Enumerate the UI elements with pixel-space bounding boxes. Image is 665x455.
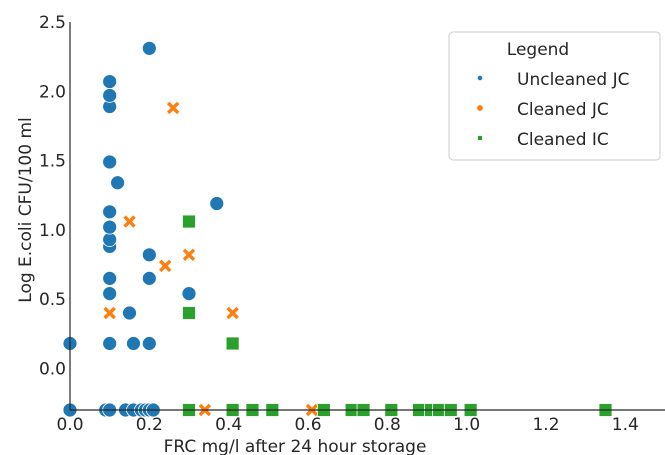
data-point bbox=[126, 336, 141, 351]
x-tick-label: 0.4 bbox=[215, 415, 242, 435]
legend-label: Uncleaned JC bbox=[517, 70, 629, 90]
x-tick-label: 1.2 bbox=[532, 415, 559, 435]
x-tick-label: 0.8 bbox=[374, 415, 401, 435]
data-point bbox=[102, 336, 118, 351]
data-point bbox=[102, 232, 118, 247]
y-axis-label: Log E.coli CFU/100 ml bbox=[16, 117, 36, 302]
data-point bbox=[102, 154, 118, 170]
data-point bbox=[141, 247, 157, 263]
y-axis: 0.0 0.5 1.0 1.5 2.0 2.5 bbox=[39, 13, 71, 410]
y-tick-label: 2.0 bbox=[39, 82, 66, 102]
x-axis: 0.0 0.2 0.4 0.6 0.8 1.0 1.2 1.4 bbox=[56, 409, 665, 435]
legend-title: Legend bbox=[507, 40, 569, 60]
data-point bbox=[102, 270, 118, 286]
data-point bbox=[166, 101, 180, 115]
legend-items: Uncleaned JC Cleaned JC Cleaned IC bbox=[476, 70, 629, 150]
x-tick-label: 0.6 bbox=[294, 415, 321, 435]
data-point bbox=[182, 214, 196, 229]
data-point bbox=[141, 336, 157, 351]
legend-label: Cleaned JC bbox=[517, 100, 609, 120]
legend-marker bbox=[477, 135, 483, 141]
data-point bbox=[141, 270, 157, 286]
x-tick-label: 1.0 bbox=[453, 415, 480, 435]
legend: Legend Uncleaned JC Cleaned JC Cleaned IC bbox=[448, 31, 661, 161]
series-cleaned-jc bbox=[103, 101, 319, 417]
y-tick-label: 1.5 bbox=[39, 152, 66, 172]
y-tick-label: 0.5 bbox=[39, 290, 66, 310]
legend-marker bbox=[476, 74, 484, 82]
data-point bbox=[103, 306, 116, 320]
data-point bbox=[102, 286, 118, 302]
legend-box bbox=[448, 31, 661, 161]
data-point bbox=[122, 305, 137, 321]
data-point bbox=[102, 88, 118, 103]
y-tick-label: 2.5 bbox=[39, 13, 66, 33]
legend-item: Cleaned IC bbox=[477, 130, 609, 150]
legend-label: Cleaned IC bbox=[517, 130, 609, 150]
data-point bbox=[209, 196, 225, 211]
legend-item: Uncleaned JC bbox=[476, 70, 629, 90]
x-tick-label: 1.4 bbox=[612, 415, 639, 435]
series-uncleaned-jc bbox=[62, 40, 225, 418]
y-tick-label: 1.0 bbox=[39, 221, 66, 241]
data-point bbox=[123, 215, 136, 228]
data-point bbox=[225, 336, 240, 351]
x-axis-label: FRC mg/l after 24 hour storage bbox=[164, 437, 427, 455]
data-point bbox=[102, 204, 118, 220]
data-point bbox=[110, 175, 125, 191]
legend-marker bbox=[476, 104, 484, 112]
legend-item: Cleaned JC bbox=[476, 100, 609, 120]
data-point bbox=[102, 74, 118, 89]
data-point bbox=[226, 306, 239, 320]
y-tick-label: 0.0 bbox=[39, 359, 66, 379]
data-point bbox=[182, 248, 196, 262]
series-cleaned-ic bbox=[182, 214, 613, 417]
data-point bbox=[102, 219, 118, 235]
x-tick-label: 0.2 bbox=[136, 415, 163, 435]
data-point bbox=[141, 40, 157, 56]
data-point bbox=[182, 306, 196, 320]
x-tick-label: 0.0 bbox=[56, 415, 83, 435]
data-point bbox=[158, 259, 172, 273]
data-point bbox=[181, 286, 197, 302]
